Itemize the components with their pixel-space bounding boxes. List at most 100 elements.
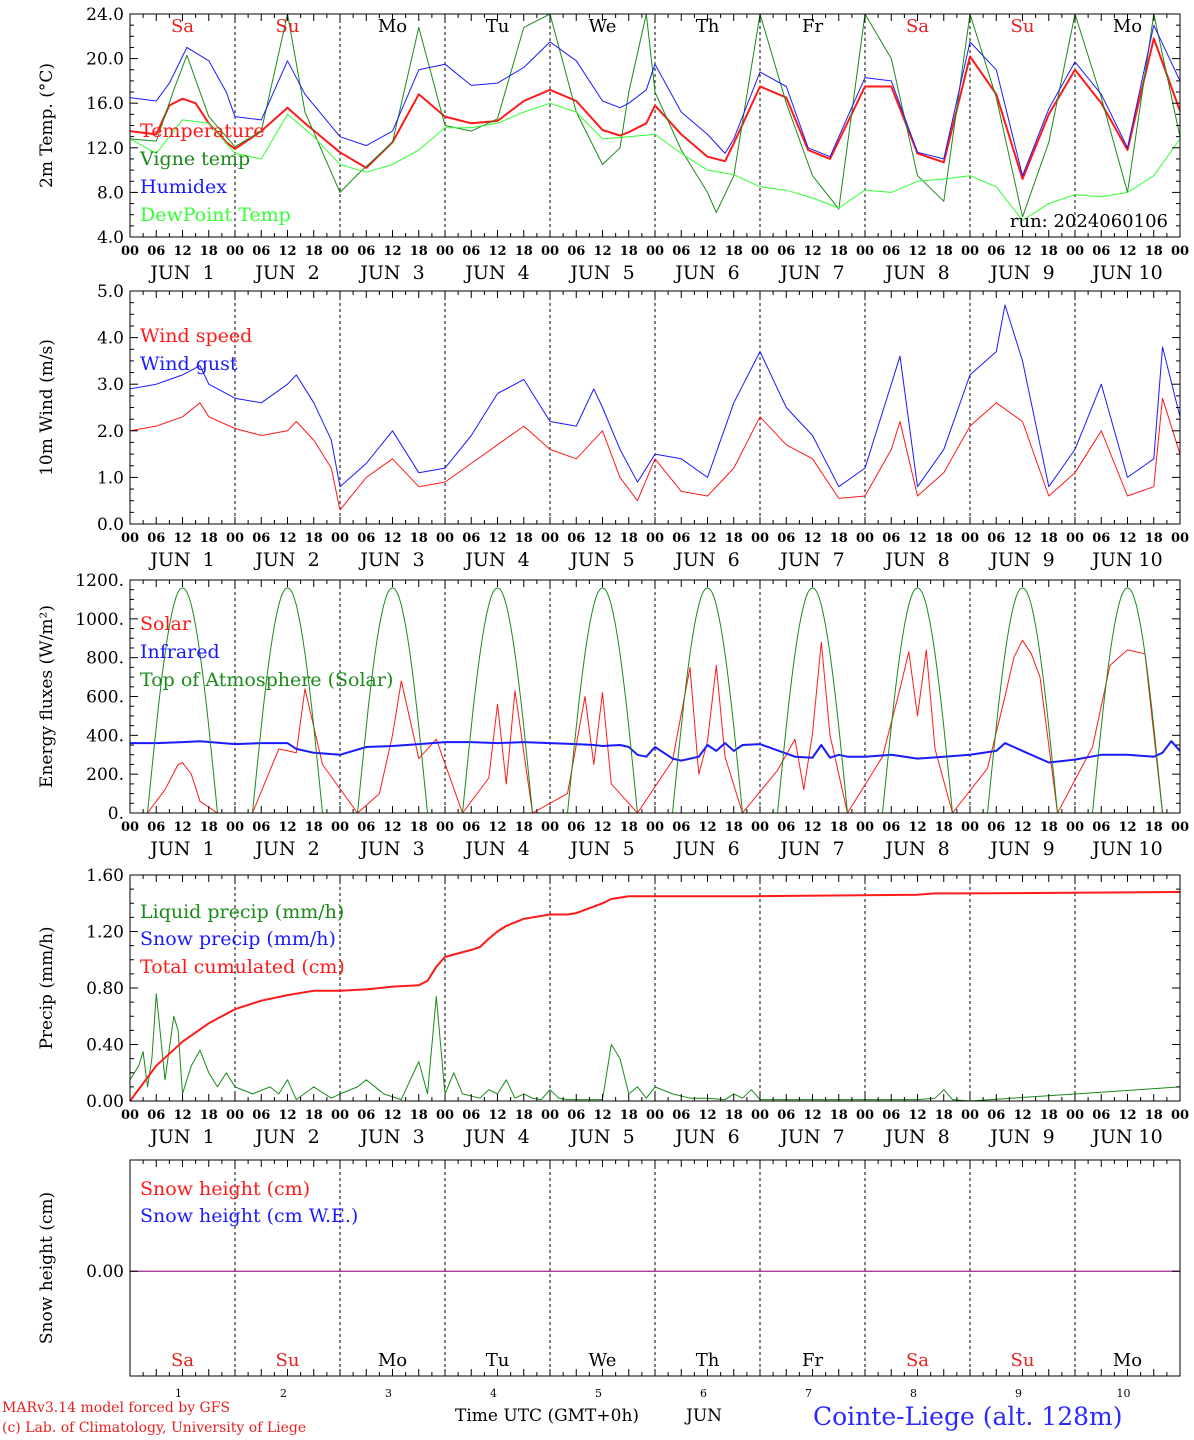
hour-tick-label: 00 [226, 244, 244, 259]
hour-tick-label: 00 [961, 1108, 979, 1123]
hour-tick-label: 12 [383, 1108, 401, 1123]
hour-tick-label: 00 [1066, 244, 1084, 259]
hour-tick-label: 06 [147, 244, 165, 259]
day-number-label: 9 [1015, 1387, 1022, 1400]
series-line [130, 304, 1180, 488]
weekday-label: Mo [1113, 16, 1142, 37]
y-tick-label: 400. [86, 726, 124, 746]
hour-tick-label: 18 [620, 244, 638, 259]
legend-entry: Solar [140, 613, 192, 635]
hour-tick-label: 06 [252, 244, 270, 259]
hour-tick-label: 00 [331, 531, 349, 546]
hour-tick-label: 18 [830, 820, 848, 835]
date-label: JUN 7 [778, 838, 844, 860]
hour-tick-label: 18 [1040, 244, 1058, 259]
weekday-label: Tu [486, 1350, 510, 1371]
hour-tick-label: 12 [593, 1108, 611, 1123]
hour-tick-label: 18 [1040, 531, 1058, 546]
hour-tick-label: 12 [803, 531, 821, 546]
panel-5: 0.00 Snow height (cm) Snow height (cm) Snow… [37, 1159, 1181, 1400]
y-tick-label: 1200. [75, 571, 124, 591]
hour-tick-label: 18 [410, 244, 428, 259]
hour-tick-label: 00 [646, 820, 664, 835]
plot-area [130, 587, 1180, 813]
hour-tick-label: 00 [331, 1108, 349, 1123]
date-label: JUN 6 [673, 262, 739, 284]
hour-tick-label: 00 [541, 244, 559, 259]
date-label: JUN 6 [673, 838, 739, 860]
hour-tick-label: 12 [278, 244, 296, 259]
hour-tick-label: 06 [252, 820, 270, 835]
hour-tick-label: 18 [410, 820, 428, 835]
hour-tick-label: 18 [200, 531, 218, 546]
date-label: JUN 1 [148, 1126, 214, 1148]
hour-tick-label: 18 [200, 820, 218, 835]
day-number-label: 8 [910, 1387, 917, 1400]
hour-tick-label: 18 [1040, 1108, 1058, 1123]
hour-tick-label: 12 [698, 820, 716, 835]
legend-entry: Vigne temp [139, 148, 250, 170]
series-line [130, 993, 1180, 1101]
weekday-label: Sa [171, 1350, 194, 1371]
hour-tick-label: 06 [567, 531, 585, 546]
hour-tick-label: 18 [830, 1108, 848, 1123]
y-tick-label: 0.00 [86, 1262, 124, 1282]
hour-tick-label: 00 [1171, 531, 1189, 546]
y-tick-label: 0.0 [97, 515, 124, 535]
legend-entry: Total cumulated (cm) [140, 956, 345, 978]
y-axis-label: 10m Wind (m/s) [37, 339, 57, 476]
y-tick-label: 4.0 [97, 228, 124, 248]
legend-entry: Humidex [140, 176, 227, 198]
hour-tick-label: 18 [515, 1108, 533, 1123]
panel-2: 0.0 1.0 2.0 3.0 4.0 5.0 10m Wind (m/s) Wind spe… [37, 282, 1189, 571]
hour-tick-label: 00 [751, 531, 769, 546]
date-label: JUN 4 [463, 262, 529, 284]
hour-tick-label: 18 [410, 1108, 428, 1123]
hour-tick-label: 00 [961, 244, 979, 259]
weekday-label: Mo [378, 16, 407, 37]
hour-tick-label: 06 [987, 244, 1005, 259]
legend-entry: Infrared [140, 641, 220, 663]
y-axis-label: 2m Temp. (°C) [37, 63, 57, 188]
hour-tick-label: 06 [777, 531, 795, 546]
y-tick-label: 0.40 [86, 1036, 124, 1056]
y-tick-label: 20.0 [86, 50, 124, 70]
hour-tick-label: 06 [882, 1108, 900, 1123]
date-label: JUN 4 [463, 838, 529, 860]
hour-tick-label: 00 [436, 244, 454, 259]
hour-tick-label: 00 [1171, 820, 1189, 835]
weekday-label: Tu [486, 16, 510, 37]
hour-tick-label: 18 [1145, 531, 1163, 546]
date-label: JUN 1 [148, 262, 214, 284]
hour-tick-label: 18 [305, 244, 323, 259]
y-tick-label: 600. [86, 688, 124, 708]
y-tick-label: 200. [86, 765, 124, 785]
plot-area [130, 891, 1180, 1101]
date-label: JUN 10 [1090, 549, 1162, 571]
hour-tick-label: 06 [147, 531, 165, 546]
hour-tick-label: 06 [147, 820, 165, 835]
y-tick-label: 1.20 [86, 923, 124, 943]
hour-tick-label: 00 [226, 1108, 244, 1123]
date-label: JUN 7 [778, 262, 844, 284]
weekday-label: Fr [802, 16, 823, 37]
legend-entry: Wind speed [140, 325, 252, 347]
hour-tick-label: 18 [1145, 244, 1163, 259]
date-label: JUN 8 [883, 1126, 949, 1148]
legend-entry: Liquid precip (mm/h) [140, 901, 344, 923]
hour-tick-label: 00 [436, 531, 454, 546]
hour-tick-label: 18 [515, 244, 533, 259]
hour-tick-label: 12 [1118, 1108, 1136, 1123]
date-label: JUN 2 [253, 1126, 319, 1148]
hour-tick-label: 06 [882, 820, 900, 835]
date-label: JUN 10 [1090, 1126, 1162, 1148]
date-label: JUN 3 [358, 1126, 424, 1148]
weekday-label: Su [1011, 16, 1035, 37]
hour-tick-label: 00 [121, 820, 139, 835]
hour-tick-label: 18 [410, 531, 428, 546]
hour-tick-label: 18 [1145, 820, 1163, 835]
hour-tick-label: 12 [908, 531, 926, 546]
hour-tick-label: 00 [856, 531, 874, 546]
legend-entry: Snow height (cm W.E.) [140, 1205, 358, 1227]
hour-tick-label: 06 [567, 820, 585, 835]
